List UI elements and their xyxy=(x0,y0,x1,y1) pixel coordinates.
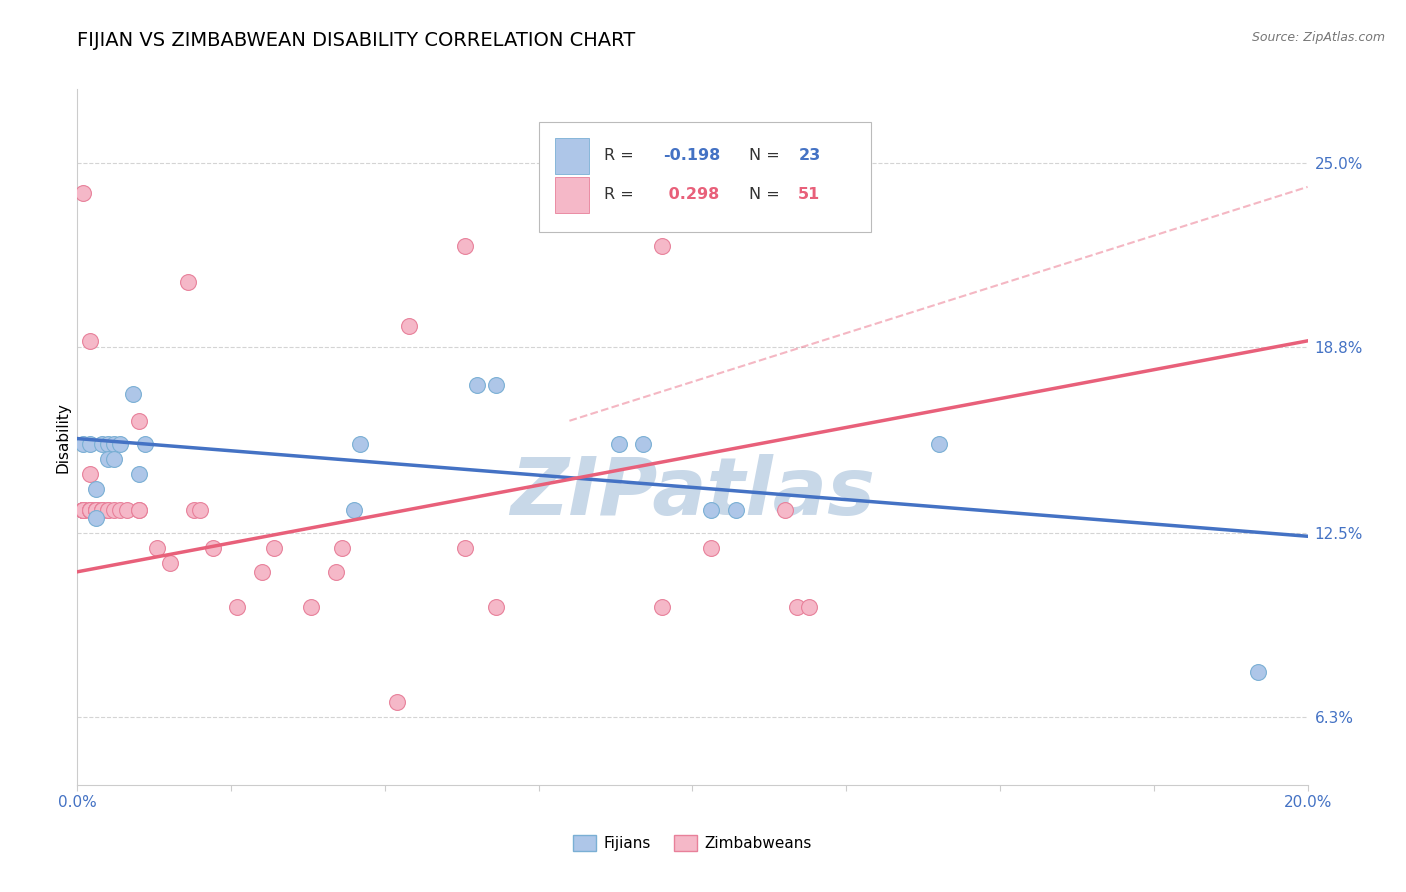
Point xyxy=(633,437,655,451)
Point xyxy=(90,502,114,516)
Point xyxy=(103,452,125,467)
Point xyxy=(84,502,107,516)
Point xyxy=(79,502,101,516)
Point xyxy=(385,695,409,709)
Text: R =: R = xyxy=(605,148,638,163)
Point xyxy=(454,239,477,253)
Point xyxy=(72,502,94,516)
FancyBboxPatch shape xyxy=(555,177,589,213)
Text: 0.298: 0.298 xyxy=(664,187,720,202)
Point xyxy=(97,452,120,467)
Point xyxy=(72,502,94,516)
Point xyxy=(79,502,101,516)
Point xyxy=(72,502,94,516)
Point xyxy=(79,502,101,516)
Point xyxy=(349,437,371,451)
Point xyxy=(84,482,107,496)
Point xyxy=(226,600,249,615)
Point xyxy=(773,502,796,516)
Point xyxy=(84,502,107,516)
FancyBboxPatch shape xyxy=(538,122,870,232)
Text: -0.198: -0.198 xyxy=(664,148,720,163)
Point xyxy=(79,502,101,516)
Point xyxy=(786,600,808,615)
Point xyxy=(928,437,950,451)
Point xyxy=(97,437,120,451)
Point xyxy=(651,600,673,615)
Point xyxy=(454,541,477,555)
Text: N =: N = xyxy=(749,148,785,163)
Point xyxy=(103,437,125,451)
Text: 51: 51 xyxy=(799,187,821,202)
Point xyxy=(700,502,723,516)
Point xyxy=(79,334,101,348)
Point xyxy=(398,319,420,334)
Point xyxy=(250,565,273,579)
Point xyxy=(799,600,821,615)
Point xyxy=(183,502,205,516)
Point xyxy=(79,437,101,451)
Point xyxy=(607,437,630,451)
Point xyxy=(72,502,94,516)
Point xyxy=(72,186,94,200)
Y-axis label: Disability: Disability xyxy=(55,401,70,473)
Point xyxy=(485,600,508,615)
Point xyxy=(724,502,747,516)
Point xyxy=(110,502,132,516)
Point xyxy=(72,502,94,516)
Point xyxy=(97,502,120,516)
Point xyxy=(188,502,212,516)
Point xyxy=(79,467,101,481)
Point xyxy=(128,502,150,516)
Point xyxy=(299,600,322,615)
Point xyxy=(330,541,353,555)
Text: R =: R = xyxy=(605,187,638,202)
Text: FIJIAN VS ZIMBABWEAN DISABILITY CORRELATION CHART: FIJIAN VS ZIMBABWEAN DISABILITY CORRELAT… xyxy=(77,31,636,50)
Point xyxy=(1247,665,1270,680)
Point xyxy=(84,502,107,516)
Point xyxy=(651,239,673,253)
Point xyxy=(97,502,120,516)
Point xyxy=(84,511,107,525)
Point xyxy=(128,414,150,428)
Point xyxy=(90,437,114,451)
Point xyxy=(263,541,285,555)
Point xyxy=(84,502,107,516)
Point xyxy=(110,437,132,451)
Point xyxy=(134,437,156,451)
Point xyxy=(700,541,723,555)
Legend: Fijians, Zimbabweans: Fijians, Zimbabweans xyxy=(567,830,818,857)
Point xyxy=(128,467,150,481)
Text: 23: 23 xyxy=(799,148,821,163)
Point xyxy=(103,502,125,516)
Point xyxy=(115,502,138,516)
Point xyxy=(159,556,181,570)
Text: ZIPatlas: ZIPatlas xyxy=(510,454,875,532)
Point xyxy=(72,502,94,516)
Text: Source: ZipAtlas.com: Source: ZipAtlas.com xyxy=(1251,31,1385,45)
Point xyxy=(128,502,150,516)
Point xyxy=(343,502,366,516)
Point xyxy=(485,378,508,392)
Point xyxy=(146,541,169,555)
Point xyxy=(325,565,347,579)
Point xyxy=(72,437,94,451)
Point xyxy=(177,275,200,289)
Point xyxy=(465,378,488,392)
FancyBboxPatch shape xyxy=(555,138,589,174)
Point xyxy=(121,387,143,401)
Text: N =: N = xyxy=(749,187,785,202)
Point xyxy=(201,541,224,555)
Point xyxy=(90,502,114,516)
Point xyxy=(90,502,114,516)
